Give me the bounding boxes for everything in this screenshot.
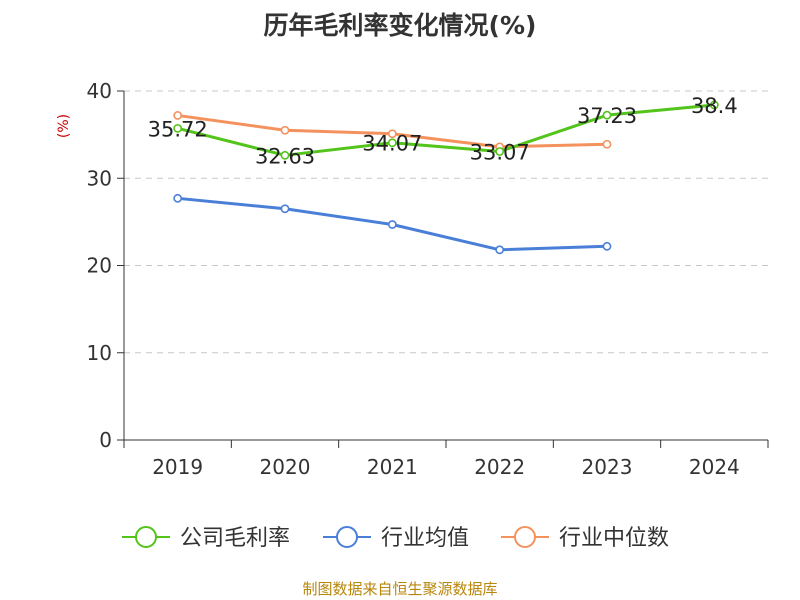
data-label: 37.23 <box>577 104 637 128</box>
legend-swatch-marker <box>135 526 157 548</box>
data-point <box>709 100 719 110</box>
data-point <box>602 139 612 149</box>
data-point <box>387 220 397 229</box>
data-label: 32.63 <box>255 144 315 168</box>
x-tick-label: 2022 <box>474 455 525 479</box>
data-label: 38.4 <box>691 94 738 118</box>
series-lines <box>173 100 719 255</box>
data-point <box>602 110 612 120</box>
axes: 0 10 20 30 40 2019 2020 2021 2022 2023 2024 <box>87 79 769 479</box>
legend-label: 公司毛利率 <box>180 526 290 551</box>
legend-item[interactable]: 行业均值 <box>323 526 469 551</box>
data-point <box>495 245 505 255</box>
data-point <box>173 111 183 120</box>
data-point <box>173 193 183 203</box>
data-point <box>387 138 397 148</box>
legend-label: 行业均值 <box>381 526 469 551</box>
chart-title: 历年毛利率变化情况(%) <box>263 11 537 40</box>
x-tick-label: 2024 <box>689 455 740 479</box>
data-point <box>280 204 290 214</box>
data-point <box>495 147 505 156</box>
data-label: 33.07 <box>470 140 530 164</box>
legend-item[interactable]: 公司毛利率 <box>122 526 290 551</box>
legend-swatch-marker <box>514 526 536 548</box>
y-tick-label: 40 <box>87 79 112 103</box>
y-tick-label: 30 <box>87 166 112 190</box>
series-line <box>177 103 715 157</box>
x-tick-label: 2020 <box>260 455 311 479</box>
data-point <box>387 129 397 139</box>
data-point <box>280 125 290 135</box>
data-label: 35.72 <box>148 117 208 141</box>
x-tick-label: 2023 <box>582 455 633 479</box>
y-tick-label: 20 <box>87 254 112 278</box>
data-labels: 35.72 32.63 34.07 33.07 37.23 38.4 <box>148 94 738 168</box>
x-tick-label: 2021 <box>367 455 418 479</box>
data-point <box>602 241 612 251</box>
legend[interactable]: 公司毛利率 行业均值 行业中位数 <box>122 526 669 551</box>
data-point <box>173 123 183 133</box>
legend-label: 行业中位数 <box>559 526 669 551</box>
data-point <box>280 150 290 160</box>
legend-item[interactable]: 行业中位数 <box>501 526 669 551</box>
data-source-note: 制图数据来自恒生聚源数据库 <box>302 580 498 598</box>
grid-lines <box>124 90 768 354</box>
y-tick-label: 0 <box>99 428 112 452</box>
y-axis-label: (%) <box>56 114 72 138</box>
x-tick-label: 2019 <box>152 455 203 479</box>
data-label: 34.07 <box>362 132 422 156</box>
y-tick-label: 10 <box>87 341 112 365</box>
legend-swatch-marker <box>336 526 358 548</box>
